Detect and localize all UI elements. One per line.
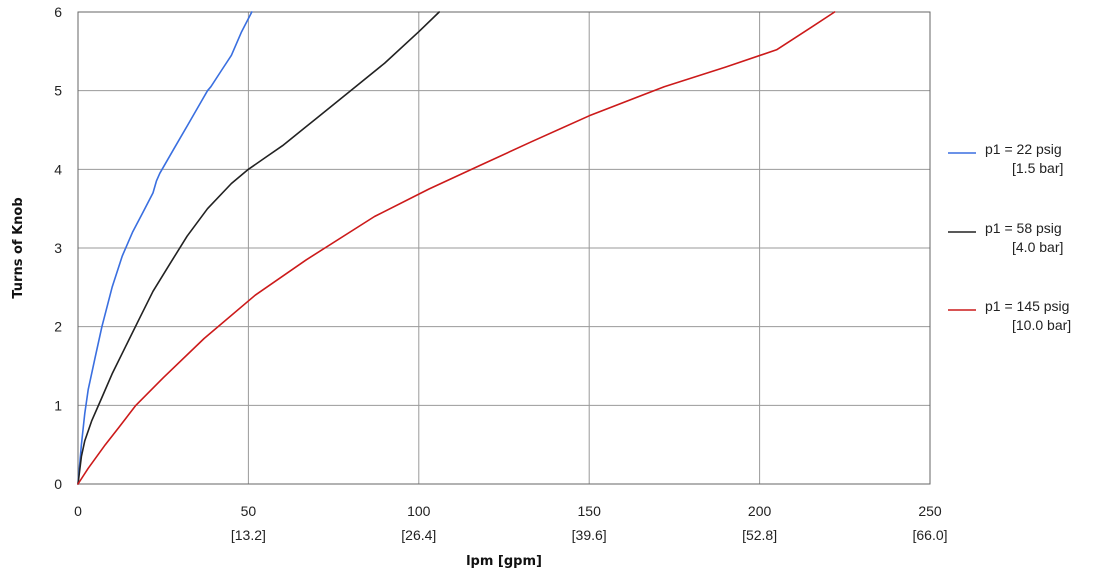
legend-label: p1 = 58 psig — [985, 220, 1062, 236]
series-layer — [77, 11, 836, 485]
y-tick-label: 0 — [54, 476, 62, 492]
legend-entry: p1 = 22 psig [1.5 bar] — [948, 141, 1063, 176]
series-line — [77, 11, 440, 485]
legend-label: p1 = 22 psig — [985, 141, 1062, 157]
legend-entry: p1 = 145 psig [10.0 bar] — [948, 298, 1071, 333]
x-tick-sublabel: [39.6] — [572, 527, 607, 543]
x-tick-label: 100 — [407, 503, 431, 519]
legend-entry: p1 = 58 psig [4.0 bar] — [948, 220, 1063, 255]
y-tick-label: 5 — [54, 83, 62, 99]
x-ticks: 0 50 [13.2] 100 [26.4] 150 [39.6] 200 [52.8] 250 [… — [74, 503, 947, 543]
grid — [77, 11, 931, 485]
y-tick-label: 2 — [54, 319, 62, 335]
x-tick-label: 250 — [918, 503, 942, 519]
x-tick-label: 150 — [578, 503, 602, 519]
series-line — [77, 11, 836, 485]
y-tick-label: 3 — [54, 240, 62, 256]
y-tick-label: 1 — [54, 397, 62, 413]
y-tick-label: 4 — [54, 161, 62, 177]
x-tick-label: 200 — [748, 503, 772, 519]
series-line — [77, 11, 253, 485]
x-tick-label: 0 — [74, 503, 82, 519]
x-tick-sublabel: [26.4] — [401, 527, 436, 543]
x-tick-sublabel: [13.2] — [231, 527, 266, 543]
legend-sublabel: [10.0 bar] — [1012, 317, 1071, 333]
legend: p1 = 22 psig [1.5 bar] p1 = 58 psig [4.0 ba… — [948, 141, 1071, 333]
y-ticks: 0 1 2 3 4 5 6 — [54, 4, 62, 492]
legend-sublabel: [1.5 bar] — [1012, 160, 1063, 176]
y-tick-label: 6 — [54, 4, 62, 20]
plot-frame — [77, 11, 931, 485]
x-tick-sublabel: [52.8] — [742, 527, 777, 543]
x-tick-sublabel: [66.0] — [912, 527, 947, 543]
x-tick-label: 50 — [241, 503, 257, 519]
x-axis-title: lpm [gpm] — [466, 554, 542, 569]
legend-sublabel: [4.0 bar] — [1012, 239, 1063, 255]
legend-label: p1 = 145 psig — [985, 298, 1069, 314]
y-axis-title: Turns of Knob — [11, 197, 26, 298]
